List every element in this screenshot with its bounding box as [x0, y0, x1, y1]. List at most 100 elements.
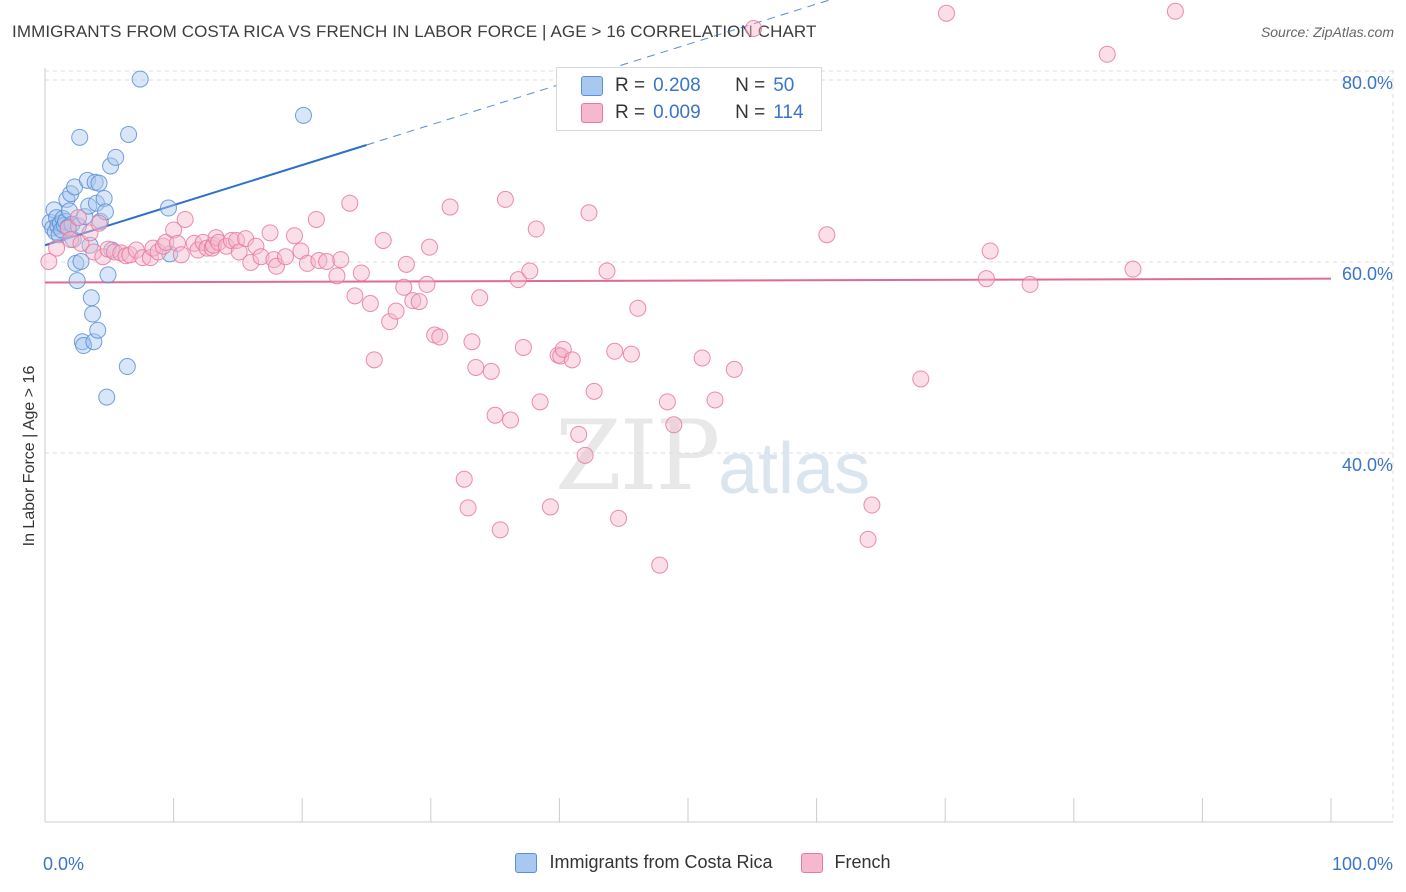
point-french — [210, 233, 228, 251]
watermark-atlas: atlas — [718, 429, 871, 509]
point-costa-rica — [120, 125, 138, 143]
point-costa-rica — [294, 106, 312, 124]
point-french — [580, 204, 598, 222]
n-label: N = — [735, 102, 766, 123]
point-french — [361, 295, 379, 313]
tick-labels: 100.0%80.0%60.0%40.0%0.0%100.0% — [43, 73, 1393, 874]
point-french — [496, 190, 514, 208]
x-tick-label: 100.0% — [1332, 854, 1393, 874]
point-french — [307, 210, 325, 228]
point-french — [168, 234, 186, 252]
point-french — [176, 210, 194, 228]
point-french — [431, 328, 449, 346]
correlation-row-french: R = 0.009 N = 114 — [581, 101, 804, 125]
blue-swatch — [581, 76, 603, 96]
point-costa-rica — [76, 208, 94, 226]
point-french — [467, 359, 485, 376]
point-french — [471, 289, 489, 307]
point-french — [912, 370, 930, 388]
point-costa-rica — [102, 157, 120, 175]
legend-item-french[interactable]: French — [800, 852, 891, 873]
point-french — [981, 242, 999, 260]
data-points — [40, 2, 1184, 574]
point-french — [502, 411, 520, 429]
point-french — [1124, 260, 1142, 278]
point-french — [585, 382, 603, 400]
source-label: Source: ZipAtlas.com — [1260, 24, 1394, 40]
axes — [44, 68, 1393, 823]
point-french — [937, 4, 955, 22]
r-value: 0.009 — [653, 102, 701, 123]
legend-label: French — [834, 852, 891, 872]
point-french — [397, 255, 415, 273]
point-french — [346, 287, 364, 305]
point-french — [629, 299, 647, 317]
legend-label: Immigrants from Costa Rica — [549, 852, 773, 872]
r-value: 0.208 — [653, 75, 701, 96]
point-french — [521, 262, 539, 280]
point-costa-rica — [89, 321, 107, 339]
point-costa-rica — [82, 289, 100, 307]
point-french — [665, 416, 683, 434]
point-french — [352, 264, 370, 282]
point-costa-rica — [107, 148, 125, 166]
trend-lines — [44, 0, 1332, 284]
point-french — [745, 19, 763, 37]
point-french — [276, 248, 294, 266]
point-french — [285, 227, 303, 245]
point-french — [365, 351, 383, 369]
point-costa-rica — [131, 70, 149, 88]
point-french — [863, 496, 881, 514]
point-costa-rica — [84, 305, 102, 323]
point-french — [570, 425, 588, 443]
point-costa-rica — [98, 388, 116, 406]
point-french — [459, 499, 477, 517]
point-french — [441, 198, 459, 216]
point-french — [341, 194, 359, 212]
point-french — [318, 252, 336, 270]
point-french — [576, 446, 594, 464]
point-french — [85, 243, 103, 261]
point-french — [69, 209, 87, 227]
watermark-zip: ZIP — [555, 400, 720, 512]
point-french — [90, 214, 108, 232]
point-french — [421, 238, 439, 256]
point-french — [491, 521, 509, 539]
point-french — [725, 360, 743, 378]
point-costa-rica — [85, 333, 103, 351]
legend: Immigrants from Costa Rica French — [0, 852, 1406, 873]
n-label: N = — [735, 75, 766, 96]
point-costa-rica — [75, 337, 93, 355]
point-french — [622, 345, 640, 363]
point-french — [1166, 2, 1184, 20]
trend-line-french — [44, 277, 1332, 284]
point-french — [482, 362, 500, 380]
point-french — [81, 224, 99, 242]
point-french — [527, 220, 545, 238]
point-costa-rica — [118, 358, 136, 376]
point-french — [252, 248, 270, 266]
point-french — [374, 231, 392, 249]
pink-swatch — [800, 852, 823, 873]
correlation-box: R = 0.208 N = 50 R = 0.009 N = 114 — [556, 67, 822, 131]
y-tick-label: 80.0% — [1342, 73, 1393, 93]
point-french — [48, 239, 66, 257]
point-french — [486, 406, 504, 424]
pink-swatch — [581, 103, 603, 123]
correlation-row-costa-rica: R = 0.208 N = 50 — [581, 74, 794, 98]
point-french — [40, 252, 58, 270]
n-value: 50 — [773, 75, 795, 96]
legend-item-costa-rica[interactable]: Immigrants from Costa Rica — [515, 852, 773, 873]
r-label: R = — [615, 75, 646, 96]
trend-line-costa-rica-extrapolated — [366, 0, 832, 146]
point-french — [261, 224, 279, 242]
point-french — [1021, 275, 1039, 293]
point-french — [514, 338, 532, 356]
x-tick-label: 0.0% — [43, 854, 84, 874]
point-french — [509, 271, 527, 289]
point-french — [62, 231, 80, 249]
point-french — [410, 293, 428, 311]
point-french — [541, 498, 559, 516]
chart-title: IMMIGRANTS FROM COSTA RICA VS FRENCH IN … — [12, 22, 817, 41]
